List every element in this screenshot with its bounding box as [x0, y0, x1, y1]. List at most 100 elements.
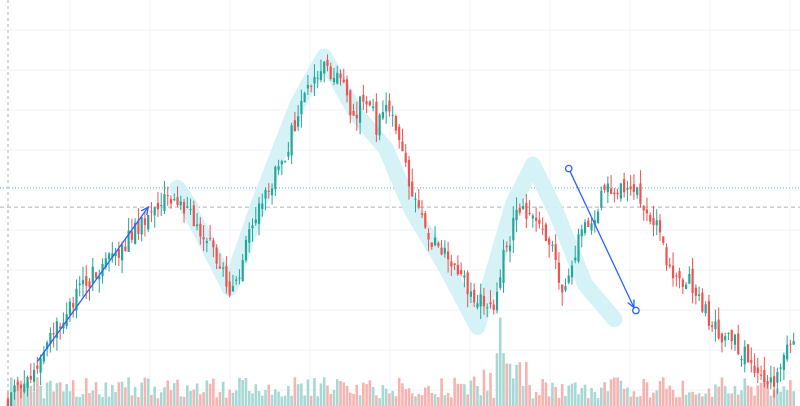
volume-bar [681, 380, 685, 406]
volume-bar [23, 388, 26, 406]
volume-bar [437, 397, 440, 406]
volume-bar [782, 386, 786, 406]
volume-bar [49, 380, 52, 406]
volume-bar [225, 397, 228, 406]
volume-bar [596, 398, 600, 406]
volume-bar [554, 386, 557, 406]
handle-circle-icon [632, 306, 640, 315]
candle-body [332, 77, 336, 83]
volume-bar [414, 396, 417, 406]
candle-body [358, 96, 362, 123]
volume-bar [316, 396, 319, 406]
candle-body [235, 279, 238, 281]
volume-bar [430, 393, 434, 406]
candle-body [766, 380, 769, 385]
candle-body [456, 264, 459, 275]
volume-bar [756, 385, 760, 406]
volume-bar [586, 398, 590, 406]
trend-arrows[interactable] [36, 164, 640, 362]
candle-body [665, 247, 668, 266]
volume-bar [195, 383, 199, 406]
volume-bar [785, 389, 789, 406]
volume-bar [727, 393, 730, 406]
candle-body [68, 301, 72, 315]
candle-body [574, 257, 577, 261]
volume-bar [443, 395, 447, 406]
volume-bar [482, 369, 486, 406]
candle-body [319, 71, 323, 80]
volume-bar [642, 378, 645, 406]
trend-arrow-line [568, 168, 635, 308]
trend-arrow[interactable] [36, 205, 150, 362]
volume-bar [521, 385, 525, 406]
candle-body [737, 333, 740, 354]
volume-bar [326, 385, 329, 406]
candle-body [306, 84, 310, 89]
volume-bar [502, 353, 505, 406]
candle-body [730, 330, 733, 342]
volume-bar [479, 395, 482, 406]
candle-body [662, 236, 665, 243]
candle-body [714, 321, 717, 330]
candle-body [557, 262, 561, 283]
volume-bar [661, 377, 665, 406]
volume-bar [606, 391, 610, 406]
candle-body [570, 265, 574, 278]
candle-body [499, 277, 502, 289]
candle-body [447, 251, 450, 260]
candle-body [310, 85, 313, 87]
volume-bar [652, 392, 655, 406]
volume-bar [91, 390, 95, 406]
candle-body [759, 374, 763, 376]
candle-body [238, 277, 241, 279]
volume-bar [776, 388, 779, 406]
candle-body [684, 284, 688, 289]
volume-bar [39, 385, 42, 406]
volume-bar [388, 393, 391, 406]
candle-body [645, 209, 649, 214]
volume-bar [684, 394, 688, 406]
candle-body [489, 302, 492, 304]
candle-body [156, 203, 160, 210]
candle-body [49, 332, 52, 344]
volume-bar [407, 388, 411, 406]
volume-bar [675, 397, 678, 406]
volume-bar [111, 384, 114, 406]
volume-bar [280, 396, 284, 406]
candle-body [241, 260, 244, 282]
volume-bar [489, 372, 492, 406]
candle-body [564, 286, 567, 291]
candle-body [300, 100, 303, 115]
volume-bar [241, 380, 245, 406]
volume-bar [410, 393, 414, 406]
candle-body [420, 213, 424, 215]
candle-body [753, 365, 756, 373]
candle-body [355, 114, 358, 119]
candle-body [225, 265, 228, 287]
candle-body [248, 229, 251, 243]
candle-body [427, 232, 430, 240]
volume-bar [104, 382, 108, 406]
candle-body [623, 179, 626, 193]
candle-body [342, 79, 345, 83]
volume-bar [603, 382, 606, 406]
volume-bar [779, 391, 782, 406]
trend-arrow[interactable] [564, 164, 640, 315]
candle-body [88, 281, 91, 288]
volume-bar [538, 395, 541, 406]
volume-bar [557, 397, 561, 406]
volume-bar [423, 387, 427, 406]
candle-body [675, 275, 678, 277]
volume-bar [541, 379, 544, 406]
candle-body [619, 183, 622, 199]
candle-body [531, 215, 534, 219]
volume-bar [221, 381, 225, 406]
volume-bar [772, 390, 776, 406]
volume-bar [358, 395, 362, 406]
volume-bar [238, 377, 241, 406]
candle-body [6, 399, 10, 406]
volume-bar [577, 394, 580, 406]
volume-bar [446, 392, 450, 406]
candle-body [782, 354, 785, 370]
